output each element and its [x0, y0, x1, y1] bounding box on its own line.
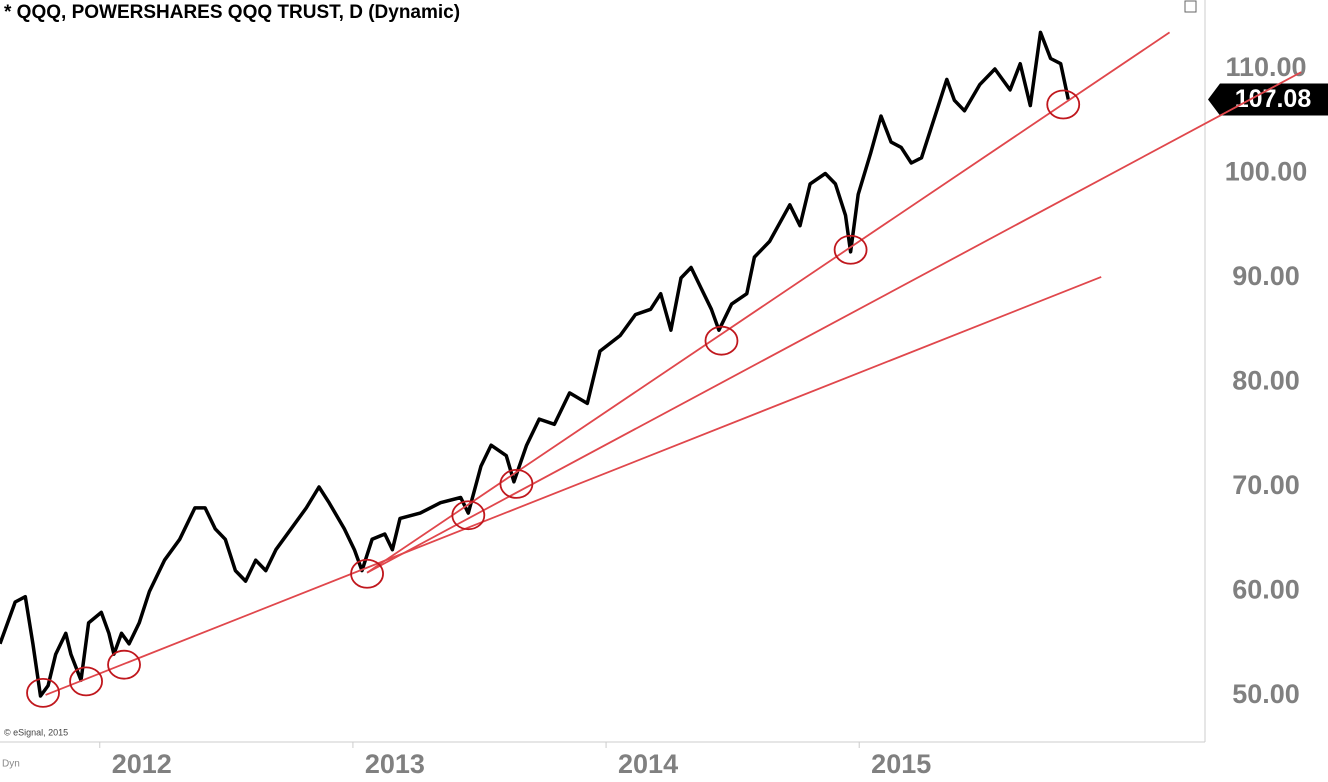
y-tick-label: 110.00 [1225, 52, 1306, 82]
highlight-circle [704, 325, 739, 356]
x-tick-label: 2013 [365, 749, 425, 779]
highlight-circle [69, 666, 103, 697]
y-tick-label: 90.00 [1232, 261, 1300, 291]
x-tick-label: 2015 [871, 749, 931, 779]
chart-title: * QQQ, POWERSHARES QQQ TRUST, D (Dynamic… [4, 2, 460, 23]
x-tick-label: 2014 [618, 749, 678, 779]
last-price-label: 107.08 [1235, 85, 1312, 113]
y-tick-label: 60.00 [1232, 575, 1300, 605]
restore-icon[interactable] [1184, 0, 1197, 13]
y-tick-label: 70.00 [1232, 470, 1300, 500]
trendline [366, 71, 1302, 574]
trendline [45, 276, 1102, 696]
highlight-circle [1046, 89, 1081, 120]
y-tick-label: 100.00 [1225, 157, 1308, 187]
highlight-circle [26, 677, 60, 708]
highlight-circle [350, 558, 384, 589]
y-tick-label: 80.00 [1232, 366, 1300, 396]
trendline [366, 31, 1171, 574]
highlight-circle [499, 468, 534, 499]
mode-label: Dyn [2, 759, 20, 770]
y-tick-label: 50.00 [1232, 679, 1300, 709]
highlight-circle [833, 234, 868, 265]
x-tick-label: 2012 [112, 749, 172, 779]
copyright: © eSignal, 2015 [4, 727, 68, 737]
last-price-box [1208, 83, 1328, 116]
highlight-circle [451, 500, 486, 531]
highlight-circle [107, 649, 141, 680]
price-line [0, 30, 1071, 698]
